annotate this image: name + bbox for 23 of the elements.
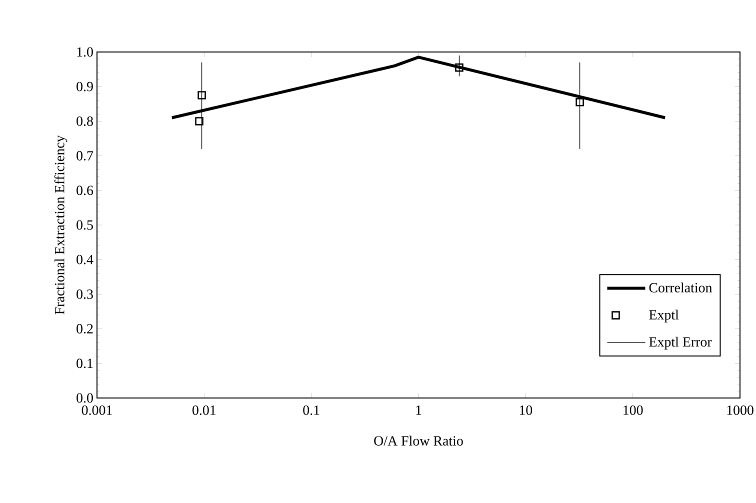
y-tick-label: 0.4 xyxy=(76,254,94,264)
y-tick-label: 0.9 xyxy=(76,82,93,92)
y-tick-label: 0.6 xyxy=(76,186,94,196)
x-tick-label: 0.001 xyxy=(82,406,112,415)
x-tick-label: 10 xyxy=(520,406,532,415)
x-tick-label: 1000 xyxy=(727,406,754,415)
y-tick-label: 0.1 xyxy=(76,358,93,368)
y-axis-title: Fractional Extraction Efficiency xyxy=(54,135,68,314)
x-tick-label: 100 xyxy=(624,406,643,415)
y-tick-label: 1.0 xyxy=(77,47,93,57)
y-tick-label: 0.0 xyxy=(76,393,93,403)
y-tick-label: 0.2 xyxy=(76,324,93,334)
y-tick-label: 0.5 xyxy=(76,220,93,230)
x-tick-label: 0.01 xyxy=(192,406,216,415)
y-tick-label: 0.8 xyxy=(76,116,93,126)
legend-label: Exptl xyxy=(649,310,679,322)
legend-label: Correlation xyxy=(649,282,712,292)
legend-label: Exptl Error xyxy=(649,336,712,350)
y-tick-label: 0.7 xyxy=(76,151,94,161)
x-tick-label: 0.1 xyxy=(303,406,320,415)
y-tick-label: 0.3 xyxy=(76,289,93,299)
x-tick-label: 1 xyxy=(416,405,422,415)
x-axis-title: O/A Flow Ratio xyxy=(374,436,463,446)
